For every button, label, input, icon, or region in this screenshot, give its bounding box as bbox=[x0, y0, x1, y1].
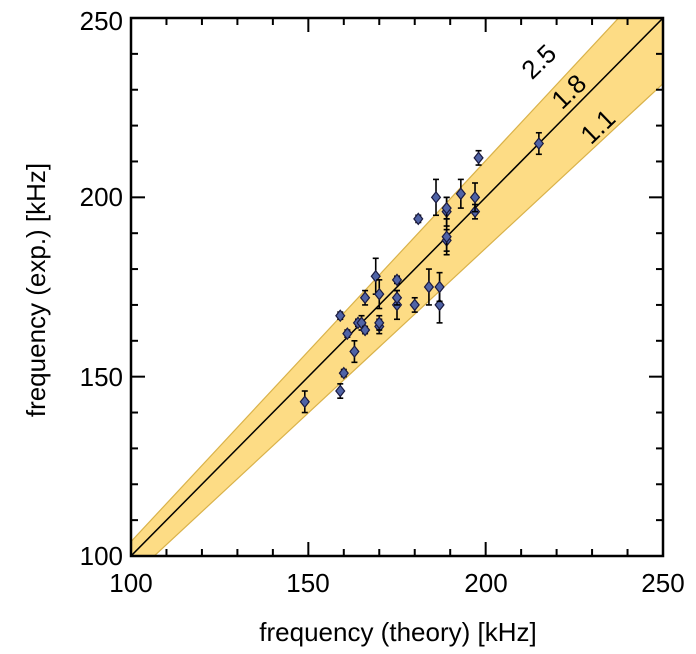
y-axis-title: frequency (exp.) [kHz] bbox=[21, 163, 51, 417]
data-point bbox=[299, 390, 310, 414]
shaded-band bbox=[131, 18, 663, 556]
data-marker bbox=[430, 190, 442, 204]
x-axis-title: frequency (theory) [kHz] bbox=[259, 617, 536, 647]
data-marker bbox=[423, 280, 435, 294]
data-point bbox=[359, 323, 371, 337]
data-marker bbox=[335, 384, 346, 398]
band-upper-edge bbox=[131, 18, 620, 543]
data-point bbox=[423, 268, 435, 306]
band-upper-label: 2.5 bbox=[515, 38, 562, 85]
band-lower-edge bbox=[153, 82, 663, 556]
data-marker bbox=[359, 291, 371, 305]
data-marker bbox=[434, 280, 445, 294]
x-tick-label-2: 200 bbox=[464, 568, 507, 598]
data-point bbox=[342, 327, 353, 341]
data-point bbox=[374, 314, 385, 331]
y-tick-label-0: 100 bbox=[80, 541, 123, 571]
data-marker bbox=[391, 273, 403, 287]
y-tick-label-3: 250 bbox=[80, 6, 123, 36]
data-marker bbox=[338, 366, 349, 380]
data-point bbox=[473, 149, 484, 166]
data-marker bbox=[349, 345, 360, 359]
data-point bbox=[335, 383, 346, 399]
data-point bbox=[391, 273, 403, 287]
data-marker bbox=[434, 298, 445, 312]
data-marker bbox=[469, 190, 481, 204]
data-point bbox=[359, 289, 371, 306]
data-marker bbox=[359, 323, 371, 337]
y-tick-label-2: 200 bbox=[80, 182, 123, 212]
data-marker bbox=[374, 287, 385, 301]
x-tick-label-3: 250 bbox=[641, 568, 684, 598]
plot-frame bbox=[129, 16, 665, 558]
data-marker bbox=[533, 137, 545, 150]
data-point bbox=[374, 279, 385, 310]
x-tick-label-0: 100 bbox=[109, 568, 152, 598]
data-marker bbox=[409, 298, 420, 312]
data-point bbox=[409, 296, 420, 313]
data-marker bbox=[455, 187, 467, 201]
data-point bbox=[349, 339, 360, 364]
x-tick-label-1: 150 bbox=[286, 568, 329, 598]
data-marker bbox=[335, 309, 346, 323]
data-point bbox=[469, 182, 481, 213]
data-point bbox=[335, 309, 346, 323]
data-marker bbox=[299, 395, 310, 409]
data-point bbox=[434, 271, 445, 303]
data-marker bbox=[441, 230, 452, 244]
data-marker bbox=[413, 212, 424, 226]
data-marker bbox=[370, 269, 381, 283]
data-marker bbox=[473, 151, 484, 165]
data-point bbox=[455, 178, 467, 209]
data-marker bbox=[342, 327, 353, 341]
data-marker bbox=[374, 316, 385, 330]
data-point bbox=[430, 178, 442, 217]
data-point bbox=[391, 289, 403, 306]
y-tick-label-1: 150 bbox=[80, 362, 123, 392]
data-point bbox=[413, 212, 424, 226]
data-point bbox=[533, 131, 545, 156]
data-point bbox=[338, 366, 349, 380]
data-point bbox=[441, 196, 452, 220]
center-line bbox=[131, 18, 663, 556]
data-marker bbox=[441, 201, 452, 215]
data-marker bbox=[391, 291, 403, 305]
